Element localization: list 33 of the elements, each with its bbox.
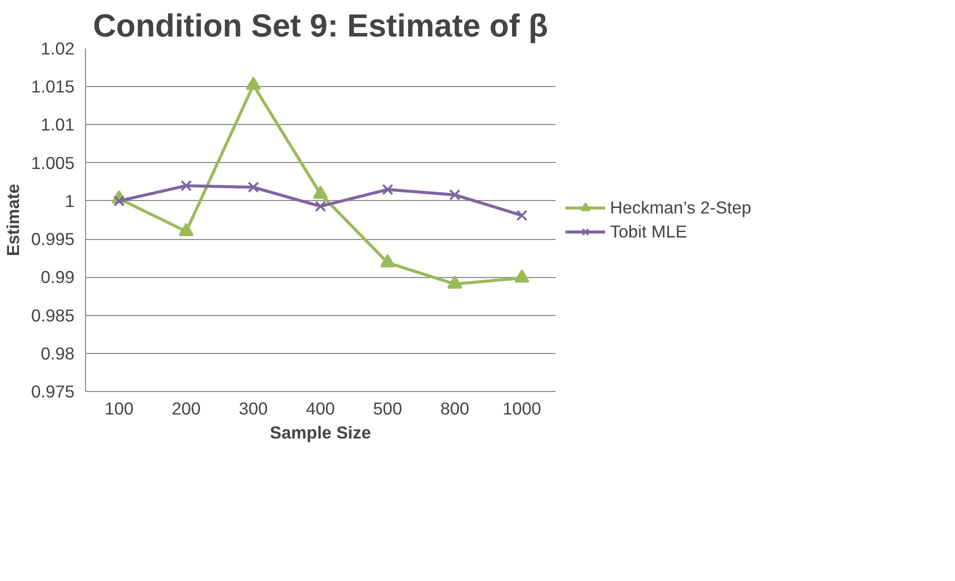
point: [380, 254, 396, 268]
x-tick-label: 400: [306, 398, 335, 418]
point: [449, 189, 460, 200]
point: [180, 180, 192, 192]
point: [514, 269, 530, 283]
point: [178, 222, 194, 236]
point: [314, 200, 326, 212]
point: [382, 184, 394, 196]
y-tick-label: 1: [64, 190, 75, 211]
y-tick-label: 1.015: [31, 76, 75, 97]
x-axis-title: Sample Size: [270, 422, 372, 442]
x-tick-label: 1000: [502, 398, 542, 418]
y-tick-label: 0.99: [40, 267, 75, 288]
y-tick-label: 0.985: [31, 305, 75, 326]
x-tick-label: 500: [373, 398, 402, 418]
y-axis-title: Estimate: [3, 184, 24, 256]
point: [447, 276, 462, 289]
x-tick-label: 800: [440, 398, 470, 418]
y-tick-label: 0.975: [31, 382, 75, 402]
legend-label: Tobit MLE: [610, 221, 688, 242]
point: [113, 195, 125, 207]
legend-label: Heckman’s 2-Step: [610, 197, 752, 218]
x-tick-label: 300: [238, 398, 268, 418]
x-tick-label: 100: [104, 398, 134, 418]
point: [516, 210, 528, 222]
y-tick-label: 0.995: [31, 229, 75, 250]
y-tick-label: 1.01: [40, 114, 75, 135]
chart-title: Condition Set 9: Estimate of β: [92, 8, 548, 44]
x-tick-label: 200: [172, 398, 201, 418]
point: [248, 182, 259, 193]
y-tick-label: 1.02: [40, 38, 75, 58]
y-tick-label: 1.005: [31, 152, 75, 173]
y-tick-label: 0.98: [40, 343, 75, 364]
